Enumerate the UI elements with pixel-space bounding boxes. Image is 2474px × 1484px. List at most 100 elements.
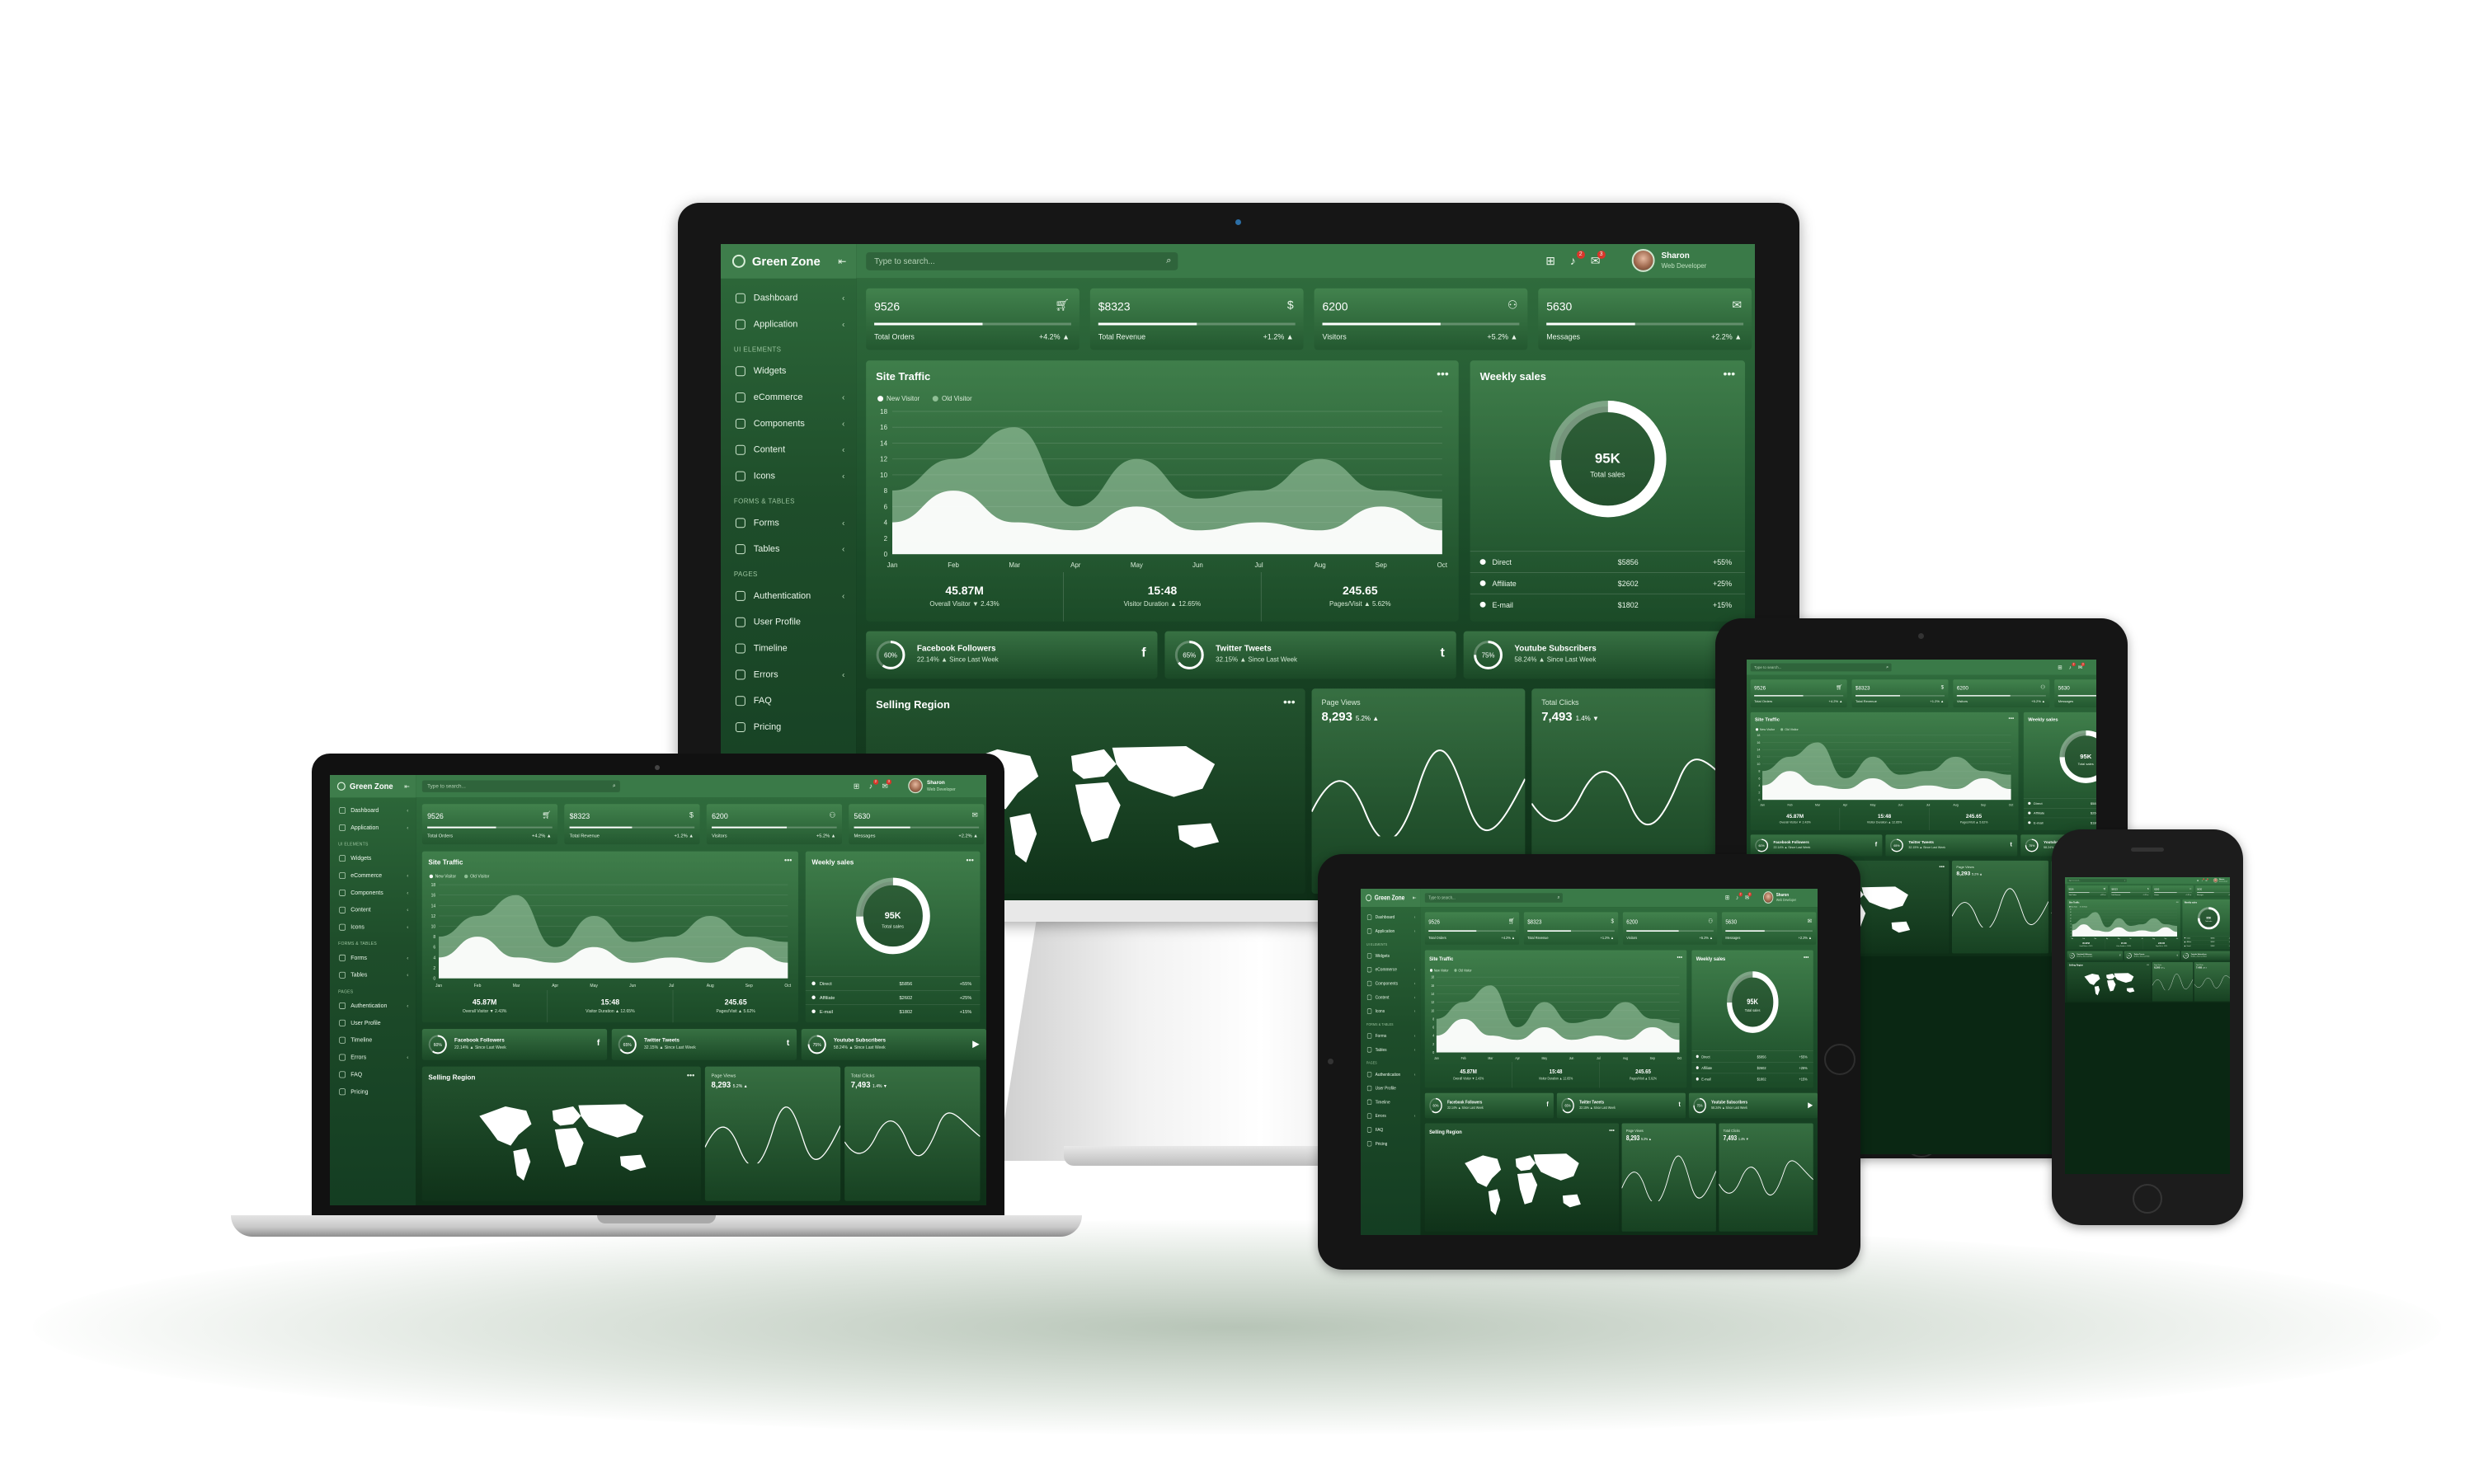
- sidebar-item-pricing[interactable]: Pricing: [721, 714, 856, 740]
- facebook-icon[interactable]: f: [596, 1038, 600, 1048]
- sidebar-item-pricing[interactable]: Pricing: [1361, 1137, 1421, 1151]
- legend-item[interactable]: New Visitor: [429, 874, 456, 879]
- search-icon[interactable]: ⌕: [2124, 879, 2126, 881]
- sidebar-item-icons[interactable]: Icons ‹: [721, 463, 856, 490]
- sidebar-item-timeline[interactable]: Timeline: [1361, 1095, 1421, 1109]
- avatar[interactable]: [1631, 248, 1655, 272]
- twitter-icon[interactable]: t: [1678, 1101, 1681, 1109]
- brand[interactable]: Green Zone ⇤: [330, 775, 416, 798]
- sidebar-item-forms[interactable]: Forms ‹: [330, 949, 416, 966]
- search-input[interactable]: Type to search... ⌕: [421, 780, 620, 792]
- apps-icon[interactable]: ⊞: [1724, 894, 1730, 901]
- sidebar-item-forms[interactable]: Forms ‹: [1361, 1029, 1421, 1043]
- user-menu[interactable]: Sharon Web Developer: [1763, 891, 1796, 904]
- sidebar-item-tables[interactable]: Tables ‹: [330, 966, 416, 984]
- sidebar-item-content[interactable]: Content ‹: [721, 437, 856, 463]
- sidebar-item-ecommerce[interactable]: eCommerce ‹: [1361, 963, 1421, 977]
- avatar[interactable]: [2213, 878, 2218, 883]
- sidebar-item-timeline[interactable]: Timeline: [721, 636, 856, 662]
- more-icon[interactable]: •••: [966, 855, 974, 865]
- more-icon[interactable]: •••: [1803, 953, 1809, 961]
- sidebar-item-faq[interactable]: FAQ: [1361, 1123, 1421, 1137]
- sidebar-item-components[interactable]: Components ‹: [1361, 977, 1421, 991]
- facebook-icon[interactable]: f: [1546, 1101, 1549, 1109]
- search-icon[interactable]: ⌕: [1886, 665, 1889, 669]
- sidebar-item-content[interactable]: Content ‹: [1361, 990, 1421, 1004]
- avatar[interactable]: [908, 777, 923, 794]
- more-icon[interactable]: •••: [2008, 715, 2015, 721]
- message-icon[interactable]: ✉ 3: [1591, 250, 1606, 268]
- sidebar-item-icons[interactable]: Icons ‹: [1361, 1004, 1421, 1018]
- sidebar-item-tables[interactable]: Tables ‹: [1361, 1043, 1421, 1057]
- apps-icon[interactable]: ⊞: [2058, 664, 2062, 670]
- message-icon[interactable]: ✉ 3: [882, 779, 891, 791]
- twitter-icon[interactable]: t: [786, 1038, 790, 1048]
- user-menu[interactable]: Sharon Web Developer: [2213, 878, 2227, 883]
- search-input[interactable]: Type to search... ⌕: [1424, 893, 1563, 903]
- search-icon[interactable]: ⌕: [612, 782, 616, 789]
- sidebar-item-authentication[interactable]: Authentication ‹: [721, 583, 856, 609]
- twitter-icon[interactable]: t: [1440, 646, 1445, 660]
- apps-icon[interactable]: ⊞: [2196, 879, 2199, 882]
- twitter-icon[interactable]: t: [2010, 841, 2012, 848]
- sidebar-item-components[interactable]: Components ‹: [330, 884, 416, 901]
- sidebar-item-icons[interactable]: Icons ‹: [330, 918, 416, 936]
- more-icon[interactable]: •••: [1939, 863, 1945, 870]
- legend-item[interactable]: Old Visitor: [464, 874, 489, 879]
- bell-icon[interactable]: ♪ 2: [868, 779, 879, 791]
- facebook-icon[interactable]: f: [1141, 646, 1146, 660]
- sidebar-item-ecommerce[interactable]: eCommerce ‹: [721, 384, 856, 411]
- sidebar-item-pricing[interactable]: Pricing: [330, 1083, 416, 1101]
- search-input[interactable]: Type to search... ⌕: [866, 251, 1178, 270]
- legend-item[interactable]: Old Visitor: [2080, 906, 2087, 908]
- sidebar-item-faq[interactable]: FAQ: [330, 1066, 416, 1083]
- bell-icon[interactable]: ♪ 2: [2068, 662, 2076, 670]
- search-icon[interactable]: ⌕: [1557, 895, 1560, 900]
- bell-icon[interactable]: ♪ 2: [1570, 250, 1585, 268]
- apps-icon[interactable]: ⊞: [1545, 253, 1555, 267]
- sidebar-item-ecommerce[interactable]: eCommerce ‹: [330, 867, 416, 885]
- sidebar-item-forms[interactable]: Forms ‹: [721, 510, 856, 536]
- facebook-icon[interactable]: f: [1874, 841, 1878, 848]
- youtube-icon[interactable]: ▶: [972, 1040, 980, 1050]
- search-input[interactable]: Type to search... ⌕: [2067, 878, 2127, 883]
- avatar[interactable]: [1763, 891, 1774, 904]
- collapse-sidebar-icon[interactable]: ⇤: [838, 255, 847, 267]
- sidebar-item-application[interactable]: Application ‹: [721, 312, 856, 338]
- collapse-sidebar-icon[interactable]: ⇤: [1412, 895, 1417, 901]
- sidebar-item-dashboard[interactable]: Dashboard ‹: [330, 802, 416, 819]
- more-icon[interactable]: •••: [686, 1070, 695, 1080]
- message-icon[interactable]: ✉ 3: [2077, 662, 2085, 670]
- sidebar-item-authentication[interactable]: Authentication ‹: [330, 997, 416, 1014]
- legend-item[interactable]: Old Visitor: [1780, 728, 1799, 731]
- message-icon[interactable]: ✉ 3: [1744, 892, 1752, 901]
- sidebar-item-faq[interactable]: FAQ: [721, 688, 856, 714]
- facebook-icon[interactable]: f: [2119, 954, 2121, 957]
- legend-item[interactable]: Old Visitor: [933, 395, 972, 402]
- sidebar-item-user-profile[interactable]: User Profile: [721, 609, 856, 636]
- legend-item[interactable]: New Visitor: [2069, 906, 2077, 908]
- sidebar-item-tables[interactable]: Tables ‹: [721, 536, 856, 562]
- legend-item[interactable]: New Visitor: [877, 395, 920, 402]
- sidebar-item-errors[interactable]: Errors ‹: [330, 1049, 416, 1066]
- bell-icon[interactable]: ♪ 2: [1735, 892, 1743, 901]
- legend-item[interactable]: Old Visitor: [1454, 969, 1472, 972]
- collapse-sidebar-icon[interactable]: ⇤: [404, 782, 410, 791]
- sidebar-item-errors[interactable]: Errors ‹: [1361, 1109, 1421, 1123]
- legend-item[interactable]: New Visitor: [1755, 728, 1775, 731]
- more-icon[interactable]: •••: [2147, 963, 2149, 966]
- message-icon[interactable]: ✉ 3: [2205, 878, 2208, 882]
- sidebar-item-authentication[interactable]: Authentication ‹: [1361, 1068, 1421, 1082]
- user-menu[interactable]: Sharon Web Developer: [1631, 248, 1706, 272]
- sidebar-item-dashboard[interactable]: Dashboard ‹: [721, 285, 856, 312]
- bell-icon[interactable]: ♪ 2: [2201, 878, 2205, 882]
- brand[interactable]: Green Zone ⇤: [721, 244, 857, 279]
- sidebar-item-errors[interactable]: Errors ‹: [721, 661, 856, 688]
- sidebar-item-content[interactable]: Content ‹: [330, 901, 416, 918]
- sidebar-item-components[interactable]: Components ‹: [721, 411, 856, 437]
- more-icon[interactable]: •••: [1283, 695, 1296, 709]
- sidebar-item-application[interactable]: Application ‹: [1361, 924, 1421, 938]
- more-icon[interactable]: •••: [2175, 900, 2179, 904]
- sidebar-item-widgets[interactable]: Widgets: [330, 850, 416, 867]
- brand[interactable]: Green Zone ⇤: [1361, 889, 1421, 908]
